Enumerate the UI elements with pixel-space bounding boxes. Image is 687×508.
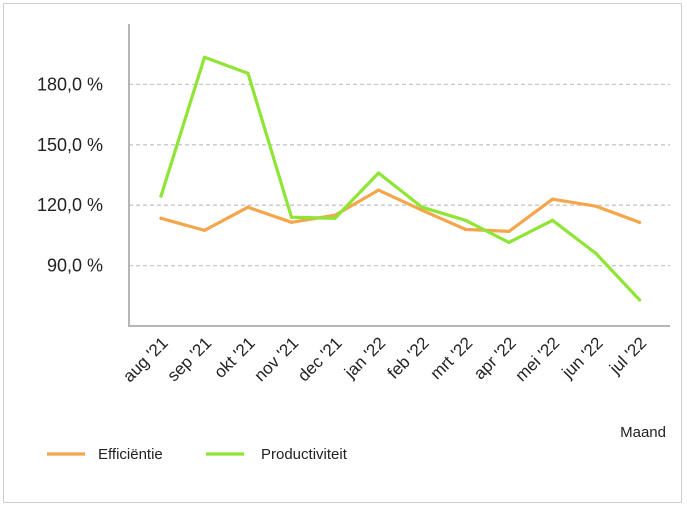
x-tick-label: aug '21 xyxy=(119,333,172,386)
data-point xyxy=(463,227,468,231)
data-point xyxy=(159,194,163,198)
x-tick-label: okt '21 xyxy=(210,333,258,381)
x-tick-label: apr '22 xyxy=(470,333,520,383)
data-point xyxy=(637,220,642,224)
x-tick-label: jan '22 xyxy=(340,333,389,382)
x-tick-label: jun '22 xyxy=(558,333,607,382)
x-tick-label: nov '21 xyxy=(250,333,302,385)
gridlines xyxy=(129,83,670,267)
data-point xyxy=(550,197,555,201)
data-point xyxy=(289,220,294,224)
data-point xyxy=(333,216,337,220)
axes xyxy=(128,24,670,327)
y-tick-label: 150,0 % xyxy=(37,135,103,155)
data-point xyxy=(289,215,294,219)
data-point xyxy=(420,205,424,209)
x-tick-label: sep '21 xyxy=(163,333,215,385)
y-tick-label: 120,0 % xyxy=(37,195,103,215)
data-point xyxy=(420,208,424,212)
data-point xyxy=(550,218,555,222)
data-point xyxy=(594,204,598,208)
series-line-efficientie xyxy=(159,188,642,233)
data-point xyxy=(637,298,642,302)
data-point xyxy=(202,228,207,232)
data-point xyxy=(463,218,468,222)
y-tick-labels: 90,0 % 120,0 % 150,0 % 180,0 % xyxy=(37,74,103,275)
legend: Efficiëntie Productiviteit xyxy=(47,446,348,463)
y-tick-label: 90,0 % xyxy=(47,256,103,276)
x-tick-label: feb '22 xyxy=(384,333,433,382)
legend-label: Productiviteit xyxy=(261,446,348,463)
data-point xyxy=(246,205,250,209)
data-point xyxy=(159,216,163,220)
x-tick-label: mei '22 xyxy=(512,333,564,385)
series-line-productiviteit xyxy=(159,55,642,302)
data-point xyxy=(507,240,511,245)
data-point xyxy=(246,71,250,75)
x-tick-label: dec '21 xyxy=(294,333,346,385)
data-point xyxy=(376,171,381,175)
x-axis-title: Maand xyxy=(620,424,666,441)
data-point xyxy=(507,229,511,233)
legend-label: Efficiëntie xyxy=(98,446,163,463)
data-point xyxy=(202,55,207,59)
chart-frame: 90,0 % 120,0 % 150,0 % 180,0 % aug '21 sep '… xyxy=(3,3,682,503)
x-tick-label: jul '22 xyxy=(605,333,650,378)
data-point xyxy=(594,251,598,256)
y-tick-label: 180,0 % xyxy=(37,74,103,94)
series-lines xyxy=(159,55,642,302)
data-point xyxy=(376,188,381,192)
x-tick-label: mrt '22 xyxy=(427,333,477,383)
